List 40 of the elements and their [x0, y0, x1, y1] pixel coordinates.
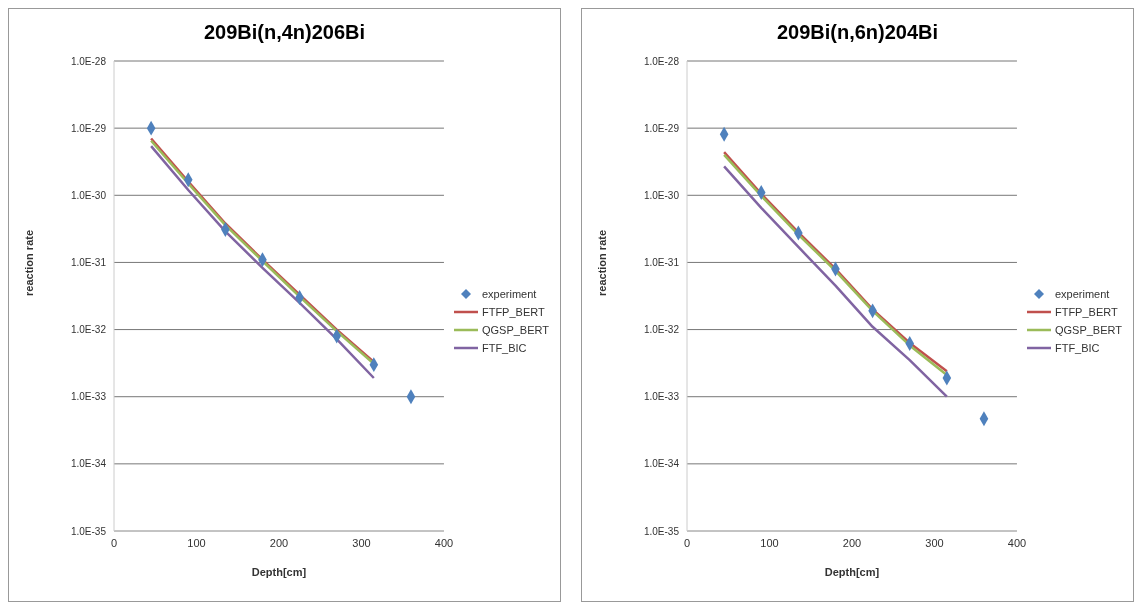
y-tick-label: 1.0E-31 — [70, 256, 107, 268]
y-tick-label: 1.0E-33 — [70, 391, 107, 403]
legend-label: FTF_BIC — [1054, 342, 1100, 354]
legend-label: FTF_BIC — [481, 342, 527, 354]
x-tick-label: 100 — [187, 536, 206, 549]
y-tick-label: 1.0E-34 — [643, 458, 680, 470]
y-tick-label: 1.0E-31 — [643, 256, 680, 268]
x-axis-title: Depth[cm] — [824, 566, 880, 578]
x-tick-label: 300 — [925, 536, 944, 549]
x-tick-label: 200 — [269, 536, 289, 549]
chart-title: 209Bi(n,4n)206Bi — [202, 21, 367, 45]
y-tick-label: 1.0E-35 — [643, 525, 680, 537]
y-tick-label: 1.0E-35 — [70, 525, 107, 537]
y-tick-label: 1.0E-30 — [70, 189, 107, 201]
legend-label: experiment — [481, 288, 537, 300]
chart-title: 209Bi(n,6n)204Bi — [775, 21, 940, 45]
x-tick-label: 300 — [352, 536, 371, 549]
x-axis-title: Depth[cm] — [251, 566, 307, 578]
y-axis-title: reaction rate — [595, 229, 608, 296]
x-tick-label: 0 — [110, 536, 118, 549]
legend-label: FTFP_BERT — [481, 306, 545, 318]
legend-label: QGSP_BERT — [1054, 324, 1122, 336]
y-tick-label: 1.0E-30 — [643, 189, 680, 201]
y-tick-label: 1.0E-32 — [70, 324, 107, 336]
y-tick-label: 1.0E-34 — [70, 458, 107, 470]
y-tick-label: 1.0E-28 — [70, 55, 107, 67]
legend-label: FTFP_BERT — [1054, 306, 1118, 318]
x-tick-label: 200 — [842, 536, 862, 549]
x-tick-label: 400 — [1007, 536, 1027, 549]
x-tick-label: 100 — [760, 536, 779, 549]
legend-label: QGSP_BERT — [481, 324, 549, 336]
x-tick-label: 0 — [683, 536, 691, 549]
y-tick-label: 1.0E-33 — [643, 391, 680, 403]
y-tick-label: 1.0E-28 — [643, 55, 680, 67]
y-axis-title: reaction rate — [22, 229, 35, 296]
y-tick-label: 1.0E-29 — [70, 122, 107, 134]
y-tick-label: 1.0E-32 — [643, 324, 680, 336]
y-tick-label: 1.0E-29 — [643, 122, 680, 134]
legend-label: experiment — [1054, 288, 1110, 300]
x-tick-label: 400 — [434, 536, 454, 549]
